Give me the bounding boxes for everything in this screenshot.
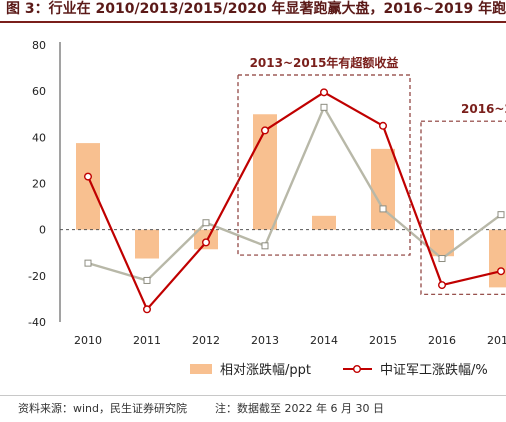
- data-point: [84, 259, 92, 267]
- y-tick-label: 40: [32, 131, 46, 144]
- y-tick-label: 0: [39, 224, 46, 237]
- title-rule: [0, 21, 506, 23]
- lines: [83, 88, 506, 314]
- data-point: [142, 305, 151, 314]
- x-tick-label: 2010: [74, 334, 102, 347]
- data-point: [83, 172, 92, 181]
- data-point: [143, 276, 151, 284]
- bar: [135, 229, 159, 259]
- note-text: 注：数据截至 2022 年 6 月 30 日: [215, 402, 384, 415]
- data-point: [438, 255, 446, 263]
- data-point: [320, 88, 329, 97]
- y-tick-label: 60: [32, 85, 46, 98]
- bar: [76, 143, 100, 230]
- series-line-red: [86, 91, 502, 311]
- legend-label: 中证军工涨跌幅/%: [380, 362, 488, 378]
- annotation-box-2013-2015: [237, 74, 411, 256]
- figure-title: 图 3：行业在 2010/2013/2015/2020 年显著跑赢大盘，2016…: [6, 1, 506, 17]
- bar: [312, 215, 336, 230]
- y-tick-label: 20: [32, 178, 46, 191]
- data-point: [379, 205, 387, 213]
- annotation-box-2016-2019: [420, 120, 506, 295]
- chart: -40 -20 0 20 40 60 80 2013~2015年有超额收益 2016~2019…: [28, 39, 506, 378]
- data-point: [497, 211, 505, 219]
- y-axis: -40 -20 0 20 40 60 80: [28, 39, 61, 329]
- x-tick-label: 2015: [369, 334, 397, 347]
- x-tick-label: 2017: [487, 334, 506, 347]
- annotation-label: 2013~2015年有超额收益: [250, 55, 399, 70]
- x-tick-label: 2013: [251, 334, 279, 347]
- data-point: [202, 219, 210, 227]
- y-tick-label: -40: [28, 316, 46, 329]
- x-tick-label: 2012: [192, 334, 220, 347]
- data-point: [201, 238, 210, 247]
- y-tick-label: 80: [32, 39, 46, 52]
- data-point: [497, 267, 506, 276]
- data-point: [379, 121, 388, 130]
- legend-swatch-bar: [190, 364, 212, 374]
- legend: 相对涨跌幅/ppt 中证军工涨跌幅/%: [190, 362, 488, 378]
- data-point: [261, 126, 270, 135]
- bar: [489, 229, 506, 288]
- source-line: 资料来源：wind，民生证券研究院 注：数据截至 2022 年 6 月 30 日: [18, 400, 384, 416]
- x-tick-label: 2014: [310, 334, 338, 347]
- series-line-gray: [87, 106, 502, 282]
- data-point: [438, 281, 447, 290]
- legend-label: 相对涨跌幅/ppt: [220, 362, 311, 378]
- footer-rule: [0, 395, 506, 396]
- x-tick-label: 2011: [133, 334, 161, 347]
- bar: [371, 148, 395, 230]
- data-point: [261, 242, 269, 250]
- y-tick-label: -20: [28, 270, 46, 283]
- data-point: [320, 103, 328, 111]
- x-tick-label: 2016: [428, 334, 456, 347]
- x-axis: 2010 2011 2012 2013 2014 2015 2016 2017: [74, 334, 506, 347]
- source-text: 资料来源：wind，民生证券研究院: [18, 402, 188, 415]
- legend-marker: [353, 365, 362, 374]
